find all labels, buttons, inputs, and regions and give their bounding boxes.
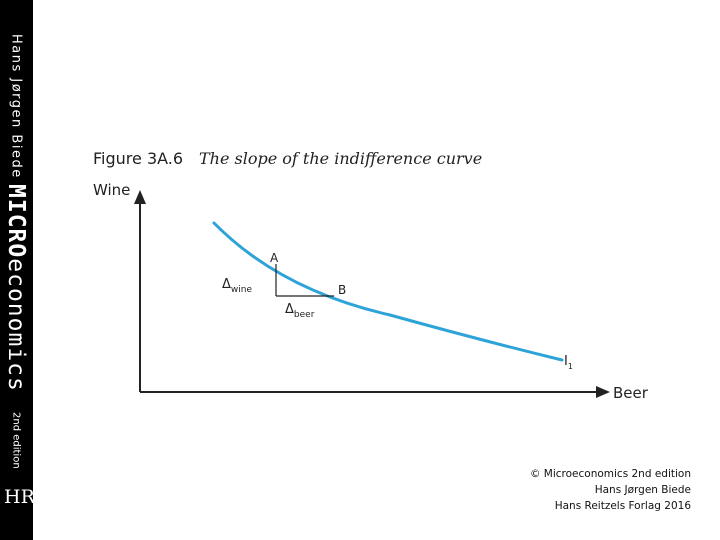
- y-axis-arrowhead: [134, 190, 146, 204]
- indifference-curve: [212, 221, 564, 362]
- curve-label-subscript: 1: [568, 362, 573, 371]
- delta-wine-subscript: wine: [231, 285, 253, 295]
- publisher-logo: HR: [4, 486, 35, 508]
- y-axis-label: Wine: [93, 181, 130, 199]
- delta-wine-label: Δwine: [222, 277, 252, 295]
- x-axis-arrowhead: [596, 386, 610, 398]
- copyright-notice: © Microeconomics 2nd edition Hans Jørgen…: [530, 466, 691, 514]
- x-axis-label: Beer: [613, 384, 649, 402]
- delta-beer-subscript: beer: [294, 310, 315, 320]
- book-spine-sidebar: Hans Jørgen Biede MICROeconomics 2nd edi…: [0, 0, 35, 540]
- delta-wine-symbol: Δ: [222, 277, 231, 292]
- copyright-line-2: Hans Jørgen Biede: [594, 484, 691, 496]
- figure-title: The slope of the indifference curve: [199, 149, 483, 168]
- curve-label: I1: [564, 354, 573, 371]
- point-a-label: A: [270, 251, 279, 265]
- delta-beer-symbol: Δ: [285, 302, 294, 317]
- curve-label-main: I: [564, 354, 568, 369]
- point-b-label: B: [338, 283, 346, 297]
- copyright-line-1: © Microeconomics 2nd edition: [529, 468, 691, 480]
- copyright-line-3: Hans Reitzels Forlag 2016: [554, 500, 691, 512]
- delta-beer-label: Δbeer: [285, 302, 315, 320]
- figure-number: Figure 3A.6: [93, 149, 184, 168]
